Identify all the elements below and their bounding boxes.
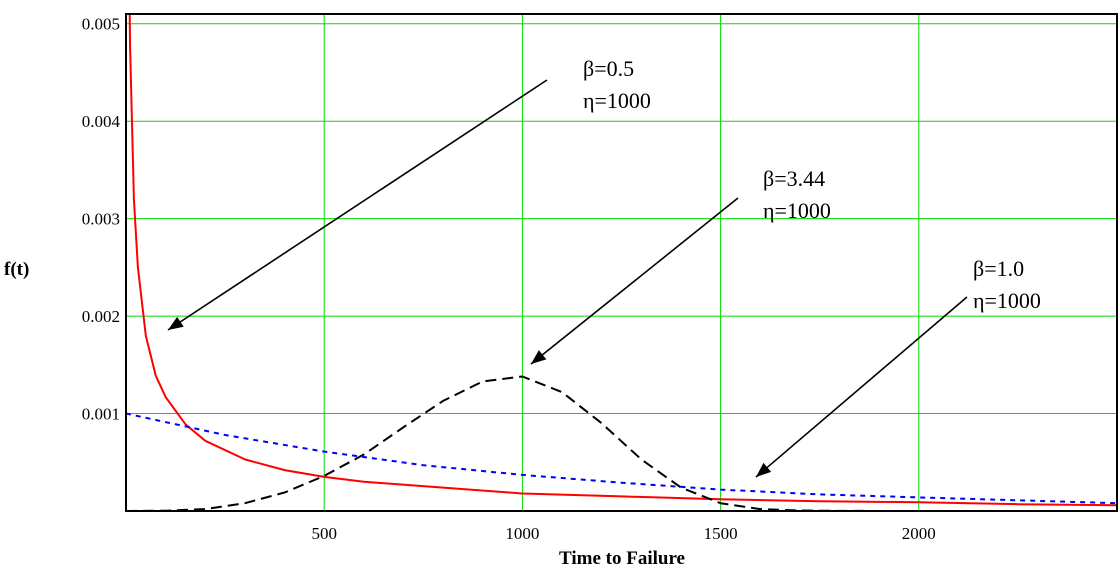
x-tick-label: 500 [311,524,337,543]
annotation-arrowhead [168,316,184,330]
x-tick-label: 2000 [902,524,936,543]
x-axis-label: Time to Failure [559,548,685,569]
y-tick-label: 0.003 [82,210,120,229]
series-line-solid-0 [128,14,1117,507]
annotation-arrows [167,79,968,478]
annotation-beta-3-44: β=3.44 [763,166,825,191]
annotation-arrow-line [167,79,548,331]
annotation-eta-0-5: η=1000 [583,88,651,113]
annotation-arrowhead [531,350,547,364]
y-tick-label: 0.005 [82,15,120,34]
annotations: β=0.5 η=1000 β=3.44 η=1000 β=1.0 η=1000 [583,56,1041,313]
series-line-dotted-2 [126,412,1117,505]
plot-frame [125,13,1118,512]
annotation-beta-1-0: β=1.0 [973,256,1024,281]
y-tick-label: 0.004 [82,112,121,131]
grid-lines [126,14,1117,511]
annotation-beta-0-5: β=0.5 [583,56,634,81]
annotation-eta-1-0: η=1000 [973,288,1041,313]
annotation-eta-3-44: η=1000 [763,198,831,223]
y-tick-label: 0.001 [82,405,120,424]
annotation-arrow-line [530,197,739,365]
x-tick-label: 1500 [704,524,738,543]
annotation-arrowhead [756,462,772,477]
y-axis-label: f(t) [4,259,29,280]
annotation-arrow-line [755,296,968,478]
tick-labels: 500 1000 1500 2000 0.001 0.002 0.003 0.004 0.005 [82,15,936,543]
x-tick-label: 1000 [505,524,539,543]
y-tick-label: 0.002 [82,307,120,326]
